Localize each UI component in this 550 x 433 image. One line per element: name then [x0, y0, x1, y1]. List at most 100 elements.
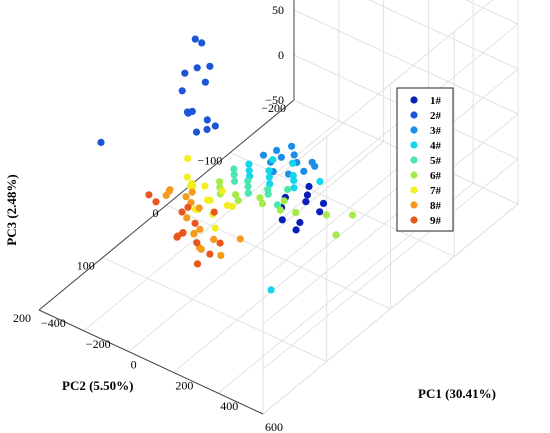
- data-point: [266, 180, 274, 188]
- data-point: [179, 229, 187, 237]
- legend-marker: [410, 96, 418, 104]
- data-point: [211, 224, 219, 232]
- data-point: [198, 39, 206, 47]
- data-point: [349, 211, 357, 219]
- y-tick-label: 0: [153, 206, 159, 220]
- data-point: [183, 173, 191, 181]
- data-point: [289, 159, 297, 167]
- y-tick-label: 100: [77, 259, 95, 273]
- wall-grid-line: [262, 203, 519, 415]
- data-point: [256, 194, 264, 202]
- data-point: [190, 229, 198, 237]
- data-point: [245, 160, 253, 168]
- data-point: [188, 188, 196, 196]
- series-6: [216, 178, 357, 239]
- legend-label: 4#: [430, 140, 442, 152]
- data-point: [278, 216, 286, 224]
- data-point: [196, 225, 204, 233]
- data-point: [193, 239, 201, 247]
- data-point: [231, 177, 239, 185]
- data-point: [184, 154, 192, 163]
- data-point: [216, 178, 224, 186]
- data-point: [305, 182, 313, 191]
- data-point: [290, 184, 298, 192]
- data-point: [290, 176, 298, 184]
- data-point: [296, 218, 304, 227]
- data-point: [211, 122, 219, 130]
- x-tick-label: 0: [131, 358, 137, 372]
- data-point: [203, 116, 211, 124]
- data-point: [277, 153, 285, 161]
- data-point: [284, 185, 292, 194]
- y-axis-line: [38, 99, 295, 311]
- data-point: [181, 69, 189, 77]
- wall-grid-line: [262, 113, 519, 325]
- series-9: [145, 191, 224, 268]
- data-point: [216, 239, 224, 247]
- data-point: [290, 151, 298, 159]
- data-point: [97, 138, 105, 146]
- legend-marker: [410, 141, 418, 149]
- legend-marker: [410, 171, 418, 179]
- y-tick-label: −100: [197, 154, 222, 168]
- legend-box: [396, 87, 454, 232]
- axis-labels: PC1 (30.41%) PC2 (5.50%) PC3 (2.48%): [4, 174, 496, 401]
- data-point: [218, 187, 226, 195]
- data-point: [210, 208, 218, 216]
- data-point: [244, 183, 252, 191]
- data-point: [178, 87, 186, 95]
- data-point: [201, 182, 209, 190]
- data-point: [280, 197, 288, 205]
- data-point: [316, 208, 324, 216]
- legend-marker: [410, 186, 418, 194]
- data-point: [264, 190, 272, 198]
- legend-marker: [410, 201, 418, 209]
- data-point: [191, 35, 199, 43]
- data-point: [193, 64, 201, 72]
- data-point: [267, 286, 275, 294]
- data-point: [292, 226, 300, 234]
- wall-grid-line: [262, 68, 519, 280]
- data-point: [265, 167, 273, 175]
- legend-marker: [410, 156, 418, 164]
- wall-grid-line: [465, 0, 519, 25]
- data-point: [292, 209, 300, 217]
- data-point: [183, 214, 191, 222]
- x-tick-label: 200: [175, 378, 193, 392]
- data-point: [265, 173, 273, 181]
- legend-marker: [410, 216, 418, 224]
- data-point: [223, 201, 231, 209]
- data-point: [166, 186, 174, 194]
- x-axis-line: [38, 309, 264, 415]
- legend-label: 3#: [430, 125, 442, 137]
- wall-grid-line: [368, 0, 519, 70]
- data-point: [145, 191, 153, 199]
- data-point: [195, 204, 203, 212]
- x-axis-label: PC1 (30.41%): [418, 386, 496, 401]
- data-point: [217, 251, 225, 259]
- data-point: [236, 235, 244, 243]
- legend-label: 9#: [430, 215, 442, 227]
- data-point: [311, 162, 319, 170]
- data-point: [230, 165, 238, 173]
- data-point: [269, 156, 277, 164]
- data-point: [234, 196, 242, 205]
- wall-grid-line: [262, 0, 494, 190]
- data-point: [302, 198, 310, 206]
- data-point: [244, 177, 252, 185]
- data-point: [316, 177, 324, 186]
- data-point: [258, 200, 267, 208]
- data-point: [206, 250, 214, 258]
- z-tick-label: −50: [265, 93, 284, 107]
- floor-grid-line: [166, 204, 391, 310]
- data-point: [206, 196, 214, 204]
- data-point: [230, 171, 238, 179]
- data-point: [182, 193, 190, 201]
- z-axis-label: PC3 (2.48%): [4, 174, 19, 246]
- x-tick-label: 600: [265, 420, 283, 433]
- data-point: [332, 231, 340, 239]
- legend-label: 7#: [430, 185, 442, 197]
- data-point: [152, 198, 160, 206]
- data-point: [288, 142, 296, 150]
